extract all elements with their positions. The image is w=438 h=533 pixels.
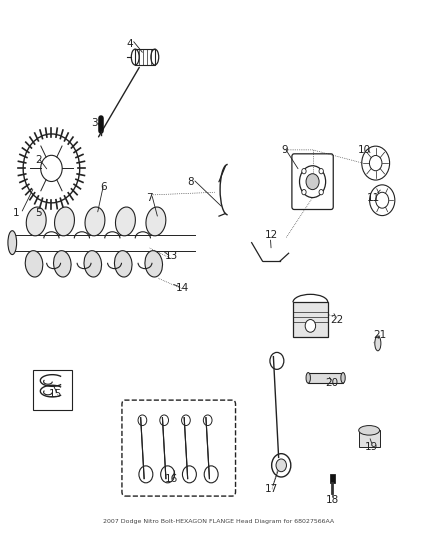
- Text: 12: 12: [265, 230, 278, 240]
- Text: 3: 3: [92, 118, 98, 128]
- Circle shape: [276, 459, 286, 472]
- Ellipse shape: [84, 251, 102, 277]
- Ellipse shape: [145, 251, 162, 277]
- Text: 11: 11: [367, 192, 380, 203]
- Circle shape: [319, 168, 323, 174]
- Circle shape: [302, 190, 306, 195]
- Bar: [329, 474, 335, 483]
- Ellipse shape: [375, 336, 381, 351]
- Text: 2007 Dodge Nitro Bolt-HEXAGON FLANGE Head Diagram for 68027566AA: 2007 Dodge Nitro Bolt-HEXAGON FLANGE Hea…: [103, 519, 335, 523]
- Ellipse shape: [26, 207, 46, 236]
- Text: 19: 19: [365, 442, 378, 452]
- Ellipse shape: [146, 207, 166, 236]
- Text: 10: 10: [358, 145, 371, 155]
- Text: 8: 8: [187, 176, 194, 187]
- Text: 20: 20: [325, 378, 339, 388]
- Ellipse shape: [25, 251, 43, 277]
- Text: 7: 7: [146, 192, 153, 203]
- Text: 22: 22: [330, 314, 343, 325]
- Circle shape: [302, 168, 306, 174]
- Circle shape: [319, 190, 323, 195]
- Ellipse shape: [55, 207, 74, 236]
- Bar: [308, 373, 343, 383]
- Text: 18: 18: [325, 495, 339, 505]
- Circle shape: [305, 319, 316, 332]
- Ellipse shape: [306, 373, 311, 383]
- Text: 4: 4: [127, 39, 133, 49]
- Bar: [135, 49, 155, 65]
- Text: 1: 1: [13, 208, 20, 219]
- Ellipse shape: [341, 373, 345, 383]
- Ellipse shape: [53, 251, 71, 277]
- Text: 2: 2: [35, 156, 42, 165]
- Text: 15: 15: [49, 389, 63, 399]
- Ellipse shape: [116, 207, 135, 236]
- Ellipse shape: [8, 231, 17, 255]
- Bar: [293, 302, 328, 337]
- Circle shape: [306, 174, 319, 190]
- Text: 9: 9: [281, 145, 288, 155]
- Text: 6: 6: [100, 182, 107, 192]
- Ellipse shape: [359, 425, 380, 435]
- Text: 5: 5: [35, 208, 42, 219]
- Text: 17: 17: [265, 484, 278, 494]
- Ellipse shape: [85, 207, 105, 236]
- Text: 14: 14: [175, 282, 189, 293]
- Text: 21: 21: [374, 330, 387, 341]
- Text: 13: 13: [165, 251, 178, 261]
- Bar: [359, 430, 380, 447]
- Ellipse shape: [114, 251, 132, 277]
- Text: 16: 16: [165, 474, 178, 483]
